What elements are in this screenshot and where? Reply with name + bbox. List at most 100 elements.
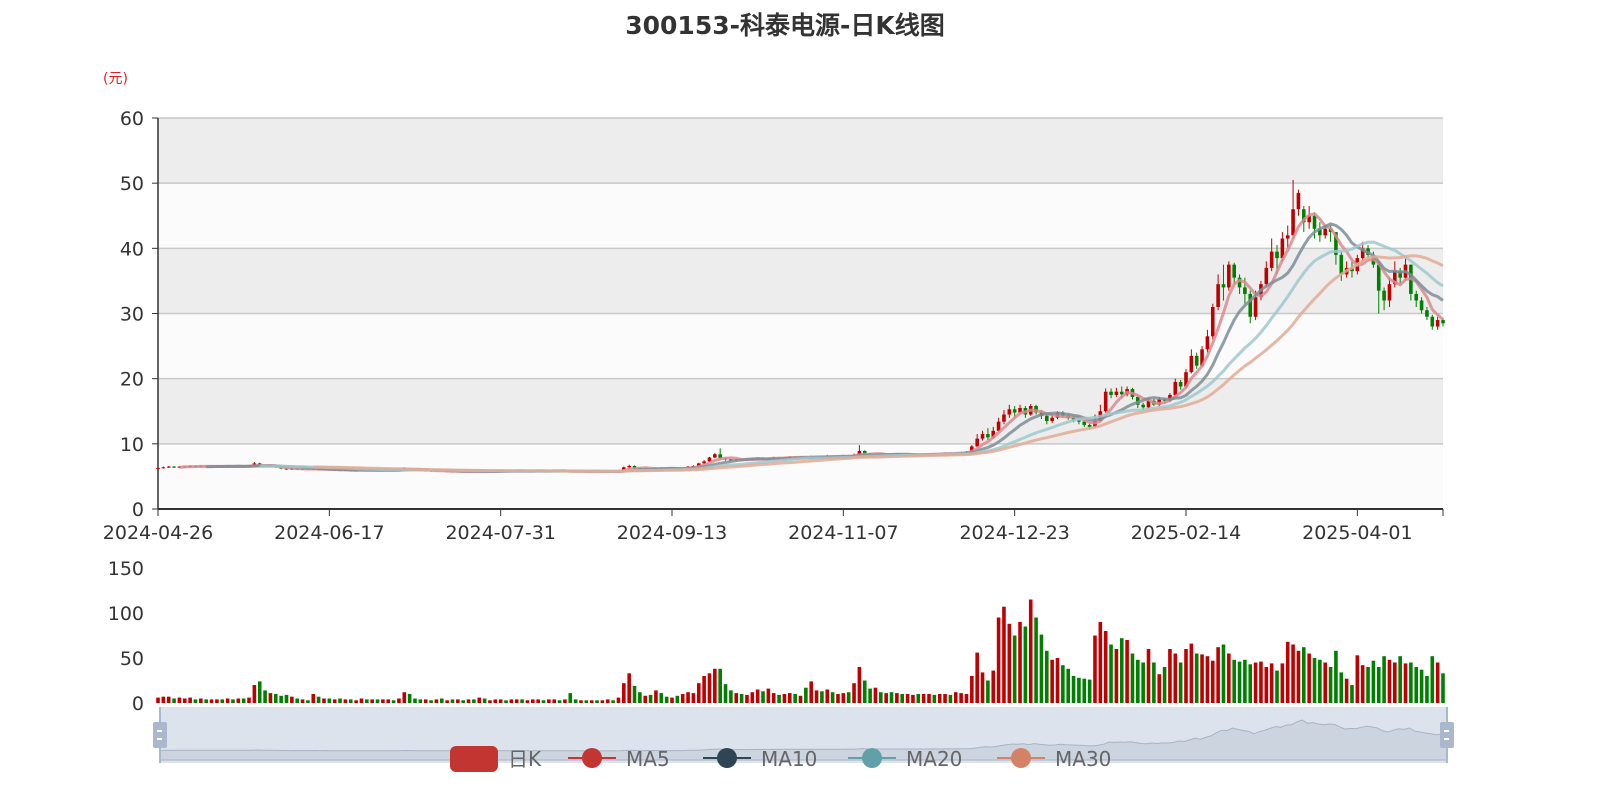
volume-bar [1259,661,1263,703]
volume-bar [156,697,160,703]
volume-bar [1066,668,1071,703]
volume-bar [1200,654,1204,703]
candle-body [1441,320,1445,324]
volume-bar [884,693,888,703]
legend-item-daily-k[interactable]: 日K [450,746,542,772]
candle-body [1382,290,1386,301]
legend-item-ma20[interactable]: MA20 [848,747,962,771]
volume-bar [1178,662,1183,703]
candle-body [718,454,722,459]
x-tick-label: 2024-09-13 [617,522,727,544]
volume-bar [1301,647,1306,703]
candle-body [1360,248,1365,259]
volume-bar [1339,672,1344,703]
volume-bar [391,700,396,703]
candle-body [713,454,717,458]
candle [1387,277,1392,307]
volume-bar [568,693,573,703]
volume-bar [573,699,578,703]
volume-tick-label: 50 [120,648,144,670]
candle [1012,406,1017,418]
candle-body [1050,417,1054,422]
legend-label: 日K [508,747,542,771]
volume-bar [670,697,674,703]
volume-bar [943,694,947,703]
volume-bar [231,699,235,703]
candle-body [622,467,626,471]
volume-bar [991,670,996,703]
volume-bar [263,690,267,703]
volume-bar [1018,622,1022,703]
line-legend-marker [582,748,602,768]
volume-bar [1034,617,1038,703]
candle [1248,290,1253,324]
candle-body [166,466,171,468]
volume-bar [1398,656,1402,703]
zoom-left-handle[interactable] [153,722,167,748]
line-legend-marker [717,748,737,768]
candle-body [1334,232,1338,255]
volume-bar [584,700,589,703]
volume-axis: 0 50 100 150 [108,558,144,715]
volume-bar [445,700,449,703]
candle-body [1435,320,1440,327]
legend-item-ma10[interactable]: MA10 [703,747,817,771]
volume-bar [948,694,953,703]
volume-bar [161,696,166,703]
volume-bar [257,681,262,703]
data-zoom-slider[interactable] [153,707,1454,763]
volume-bar [1141,662,1145,703]
candle-body [161,467,166,469]
volume-bar [1318,659,1322,703]
candle [1227,261,1231,291]
y-axis: 0 10 20 30 40 50 60 [120,108,159,521]
split-area [158,443,1443,509]
volume-bar [1071,676,1076,703]
chart-title: 300153-科泰电源-日K线图 [625,11,945,40]
volume-bar [348,699,353,703]
volume-bar [1162,667,1167,703]
volume-bar [1387,659,1392,703]
candle-body [1376,264,1381,291]
volume-bar [900,694,905,703]
volume-bar [600,700,605,703]
candle-body [1077,420,1081,422]
legend-item-ma5[interactable]: MA5 [568,747,670,771]
x-tick-label: 2024-11-07 [788,522,898,544]
candle [1419,297,1424,314]
volume-bar [1210,660,1215,703]
volume-bar [1152,662,1156,703]
zoom-right-handle[interactable] [1440,722,1454,748]
candle-body [996,421,1001,431]
volume-bar [718,668,722,703]
volume-bar [1184,649,1188,703]
x-tick-label: 2024-07-31 [445,522,555,544]
volume-bar [937,694,942,703]
volume-bar [547,699,551,703]
candle-body [1430,316,1435,327]
volume-bar [1409,662,1413,703]
candle-body [707,457,712,462]
volume-bar [1227,653,1231,703]
candle-body [1280,238,1285,259]
legend: 日K MA5 MA10 MA20 MA30 [450,746,1111,772]
candle-body [696,463,701,466]
volume-bar [777,694,781,703]
candle-body [1275,251,1279,259]
volume-bar [365,699,369,703]
volume-bar [1269,663,1274,703]
candle [161,466,166,469]
candle-body [1082,421,1087,425]
candle-body [1398,271,1402,278]
candle-body [1393,271,1397,285]
candle-body [1205,336,1210,350]
volume-bar [675,695,680,703]
volume-bar [932,694,937,703]
volume-bar [209,699,214,703]
legend-item-ma30[interactable]: MA30 [997,747,1111,771]
x-tick-label: 2025-02-14 [1131,522,1241,544]
volume-bar [1419,669,1424,703]
candle [172,465,176,468]
ma30-line [313,254,1444,473]
candle-body [1285,235,1290,239]
